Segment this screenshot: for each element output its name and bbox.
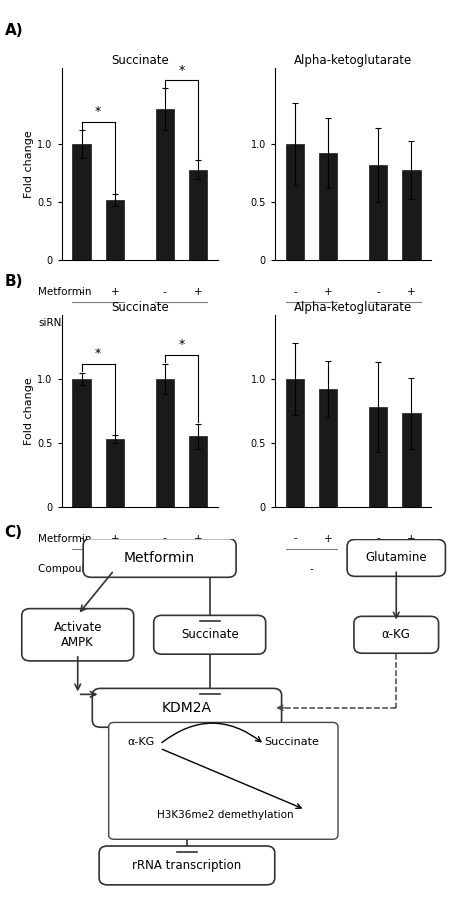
- Bar: [369, 407, 387, 507]
- Text: -: -: [376, 533, 380, 543]
- Text: -: -: [96, 564, 100, 574]
- Text: +: +: [407, 533, 416, 543]
- Text: *: *: [178, 338, 184, 351]
- FancyBboxPatch shape: [83, 539, 236, 577]
- Title: Alpha-ketoglutarate: Alpha-ketoglutarate: [294, 54, 412, 68]
- Bar: [286, 379, 304, 507]
- Text: +: +: [110, 287, 119, 297]
- Bar: [106, 200, 124, 260]
- FancyBboxPatch shape: [22, 609, 134, 661]
- Text: α-KG: α-KG: [382, 628, 410, 641]
- Bar: [286, 144, 304, 260]
- Text: control: control: [80, 318, 117, 328]
- FancyBboxPatch shape: [92, 688, 282, 728]
- Text: Metformin: Metformin: [38, 287, 92, 297]
- Text: +: +: [177, 564, 186, 574]
- Text: +: +: [407, 287, 416, 297]
- Text: control: control: [293, 318, 330, 328]
- Text: Metformin: Metformin: [38, 533, 92, 543]
- FancyBboxPatch shape: [354, 616, 438, 653]
- Text: *: *: [95, 347, 101, 360]
- Bar: [189, 170, 207, 260]
- Text: α-KG: α-KG: [128, 738, 155, 748]
- Title: Succinate: Succinate: [111, 54, 169, 68]
- FancyBboxPatch shape: [99, 846, 275, 885]
- Text: B): B): [5, 274, 23, 289]
- Text: C): C): [5, 525, 23, 540]
- Text: +: +: [194, 533, 202, 543]
- Text: -: -: [310, 564, 313, 574]
- Text: Succinate: Succinate: [264, 738, 319, 748]
- Bar: [369, 165, 387, 260]
- Text: rRNA transcription: rRNA transcription: [132, 859, 242, 872]
- Text: *: *: [178, 64, 184, 77]
- Text: -: -: [80, 287, 83, 297]
- Text: H3K36me2 demethylation: H3K36me2 demethylation: [157, 811, 294, 821]
- Text: -: -: [163, 287, 167, 297]
- Text: Succinate: Succinate: [181, 628, 238, 641]
- Text: +: +: [391, 564, 399, 574]
- Text: Metformin: Metformin: [124, 551, 195, 565]
- Bar: [319, 153, 337, 260]
- FancyBboxPatch shape: [154, 615, 265, 655]
- Text: Glutamine: Glutamine: [365, 551, 427, 564]
- Bar: [73, 144, 91, 260]
- Text: Activate
AMPK: Activate AMPK: [54, 621, 102, 649]
- Text: Compound C: Compound C: [38, 564, 106, 574]
- Bar: [106, 439, 124, 507]
- Bar: [155, 379, 174, 507]
- Text: A): A): [5, 23, 23, 37]
- Bar: [73, 379, 91, 507]
- Text: AMPKa: AMPKa: [377, 318, 412, 328]
- Text: -: -: [293, 533, 297, 543]
- Title: Succinate: Succinate: [111, 300, 169, 314]
- Text: +: +: [324, 287, 332, 297]
- Text: AMPKa: AMPKa: [164, 318, 199, 328]
- Y-axis label: Fold change: Fold change: [25, 377, 35, 445]
- Bar: [402, 170, 420, 260]
- Title: Alpha-ketoglutarate: Alpha-ketoglutarate: [294, 300, 412, 314]
- Bar: [319, 389, 337, 507]
- Y-axis label: Fold change: Fold change: [25, 131, 35, 198]
- FancyBboxPatch shape: [347, 540, 446, 576]
- FancyBboxPatch shape: [109, 722, 338, 839]
- Text: -: -: [163, 533, 167, 543]
- Text: -: -: [80, 533, 83, 543]
- Text: *: *: [95, 105, 101, 119]
- Text: -: -: [293, 287, 297, 297]
- Text: -: -: [376, 287, 380, 297]
- Text: KDM2A: KDM2A: [162, 701, 212, 715]
- Bar: [189, 436, 207, 507]
- Text: +: +: [324, 533, 332, 543]
- Bar: [402, 414, 420, 507]
- Text: siRNA: siRNA: [38, 318, 69, 328]
- Bar: [155, 110, 174, 260]
- Text: +: +: [194, 287, 202, 297]
- Text: +: +: [110, 533, 119, 543]
